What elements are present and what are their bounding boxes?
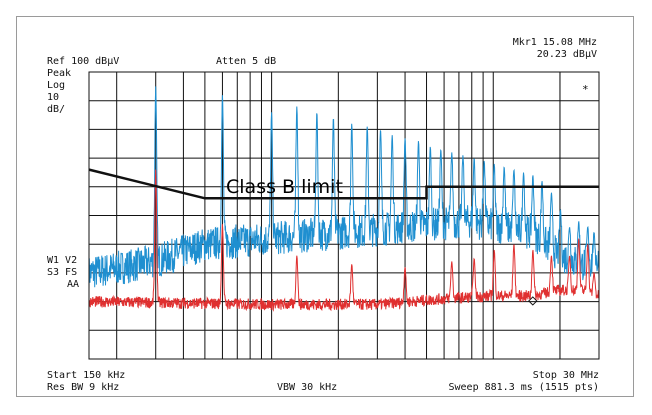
trace-status-line3: AA [67, 279, 79, 290]
spectrum-chart: Ref 100 dBµV Atten 5 dB Mkr1 15.08 MHz 2… [47, 37, 600, 393]
ref-level-label: Ref 100 dBµV [47, 56, 119, 67]
trace-status-line2: S3 FS [47, 267, 77, 278]
marker-symbol: * [582, 83, 589, 96]
scale-unit-label: dB/ [47, 104, 65, 115]
marker-frequency-label: Mkr1 15.08 MHz [513, 37, 597, 48]
stop-frequency-label: Stop 30 MHz [533, 370, 599, 381]
sweep-label: Sweep 881.3 ms (1515 pts) [448, 382, 599, 393]
average-trace-series [88, 169, 600, 312]
traces [88, 86, 600, 312]
vbw-label: VBW 30 kHz [277, 382, 337, 393]
rbw-label: Res BW 9 kHz [47, 382, 119, 393]
plot-area: Class B limit * [88, 71, 600, 360]
detector-label: Peak [47, 68, 71, 79]
limit-annotation: Class B limit [226, 176, 343, 198]
plot-border [88, 71, 600, 360]
trace-status-line1: W1 V2 [47, 255, 77, 266]
attenuation-label: Atten 5 dB [216, 56, 276, 67]
marker-diamond-icon [528, 296, 538, 306]
peak-trace-series [88, 86, 600, 291]
class-b-limit-line [88, 168, 599, 200]
spectrum-analyzer-display: Ref 100 dBµV Atten 5 dB Mkr1 15.08 MHz 2… [16, 16, 634, 397]
scale-type-label: Log [47, 80, 65, 91]
scale-value-label: 10 [47, 92, 59, 103]
start-frequency-label: Start 150 kHz [47, 370, 125, 381]
marker-amplitude-label: 20.23 dBµV [537, 49, 597, 60]
